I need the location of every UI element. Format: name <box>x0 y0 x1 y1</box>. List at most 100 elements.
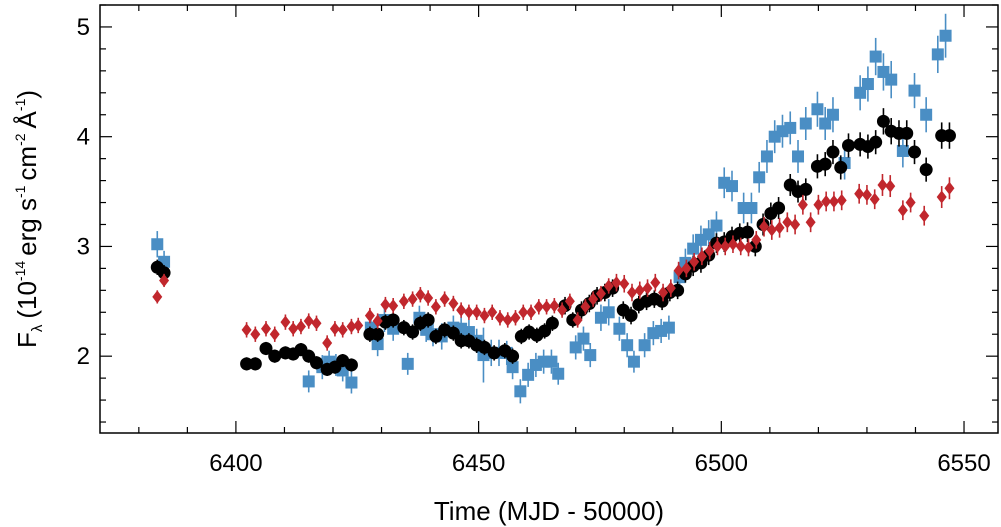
diamond-marker <box>805 215 816 229</box>
diamond-marker <box>448 297 459 311</box>
y-axis-label-sub: λ <box>29 324 46 332</box>
diamond-marker <box>502 313 513 327</box>
circle-marker <box>506 349 520 363</box>
diamond-marker <box>372 314 383 328</box>
circle-marker <box>919 163 933 177</box>
diamond-marker <box>919 209 930 223</box>
diamond-marker <box>471 305 482 319</box>
circle-marker <box>624 309 638 323</box>
y-tick-label: 5 <box>77 14 90 41</box>
square-marker <box>725 180 738 193</box>
diamond-marker <box>557 303 568 317</box>
diamond-marker <box>564 294 575 308</box>
diamond-marker <box>634 283 645 297</box>
diamond-marker <box>828 194 839 208</box>
diamond-marker <box>415 288 426 302</box>
diamond-marker <box>854 187 865 201</box>
square-marker <box>158 255 171 268</box>
circle-marker <box>406 325 420 339</box>
diamond-marker <box>650 276 661 290</box>
diamond-marker <box>311 316 322 330</box>
plot-frame <box>99 4 999 434</box>
diamond-marker <box>353 318 364 332</box>
y-axis-label-exp3: -2 <box>12 133 28 146</box>
square-marker <box>811 103 824 116</box>
square-marker <box>869 50 882 63</box>
diamond-marker <box>936 190 947 204</box>
square-marker <box>760 150 773 163</box>
tick-labels: 6400 6450 6500 6550 2 3 4 5 <box>77 14 991 477</box>
diamond-marker <box>877 178 888 192</box>
diamond-marker <box>885 179 896 193</box>
diamond-marker <box>619 277 630 291</box>
diamond-marker <box>790 217 801 231</box>
diamond-marker <box>159 273 170 287</box>
x-tick-label: 6550 <box>937 450 990 477</box>
y-axis-label-main: F <box>12 332 42 348</box>
diamond-marker <box>658 286 669 300</box>
y-axis-label-open: (10 <box>12 281 42 319</box>
diamond-marker <box>518 305 529 319</box>
y-axis-label-unit3: Å <box>12 110 42 128</box>
circle-marker <box>487 346 501 360</box>
diamond-marker <box>407 292 418 306</box>
diamond-marker <box>766 223 777 237</box>
diamond-marker <box>541 300 552 314</box>
circle-marker <box>421 313 435 327</box>
diamond-marker <box>261 322 272 336</box>
circle-marker <box>942 129 956 143</box>
diamond-marker <box>797 198 808 212</box>
diamond-marker <box>689 255 700 269</box>
diamond-marker <box>681 261 692 275</box>
diamond-marker <box>759 220 770 234</box>
circle-marker <box>818 157 832 171</box>
diamond-marker <box>329 322 340 336</box>
diamond-marker <box>603 279 614 293</box>
diamond-marker <box>869 192 880 206</box>
diamond-marker <box>673 264 684 278</box>
square-marker <box>522 368 535 381</box>
diamond-marker <box>337 323 348 337</box>
diamond-marker <box>727 237 738 251</box>
square-marker <box>896 144 909 157</box>
square-marker <box>908 84 921 97</box>
diamond-marker <box>439 292 450 306</box>
square-marker <box>371 338 384 351</box>
square-marker <box>920 108 933 121</box>
y-tick-label: 2 <box>77 343 90 370</box>
square-marker <box>662 321 675 334</box>
diamond-marker <box>743 241 754 255</box>
circle-marker <box>386 313 400 327</box>
square-marker <box>710 219 723 232</box>
square-marker <box>939 29 952 42</box>
circle-marker <box>841 138 855 152</box>
circle-marker <box>248 357 262 371</box>
y-axis-label: Fλ(10-14erg s-1cm-2Å-1) <box>12 90 46 348</box>
diamond-marker <box>751 233 762 247</box>
diamond-marker <box>782 215 793 229</box>
square-marker <box>931 48 944 61</box>
diamond-marker <box>152 290 163 304</box>
circle-marker <box>826 145 840 159</box>
diamond-marker <box>861 188 872 202</box>
diamond-marker <box>588 292 599 306</box>
circle-marker <box>477 340 491 354</box>
diamond-marker <box>423 291 434 305</box>
diamond-marker <box>526 305 537 319</box>
x-tick-label: 6450 <box>452 450 505 477</box>
square-marker <box>621 339 634 352</box>
square-marker <box>627 355 640 368</box>
diamond-marker <box>580 300 591 314</box>
square-marker <box>784 121 797 134</box>
circle-marker <box>876 114 890 128</box>
y-tick-label: 4 <box>77 124 90 151</box>
circle-marker <box>741 225 755 239</box>
diamond-marker <box>398 294 409 308</box>
circle-marker <box>344 358 358 372</box>
series-diamond <box>152 174 955 351</box>
diamond-marker <box>487 305 498 319</box>
square-marker <box>345 376 358 389</box>
diamond-marker <box>510 311 521 325</box>
diamond-marker <box>595 287 606 301</box>
